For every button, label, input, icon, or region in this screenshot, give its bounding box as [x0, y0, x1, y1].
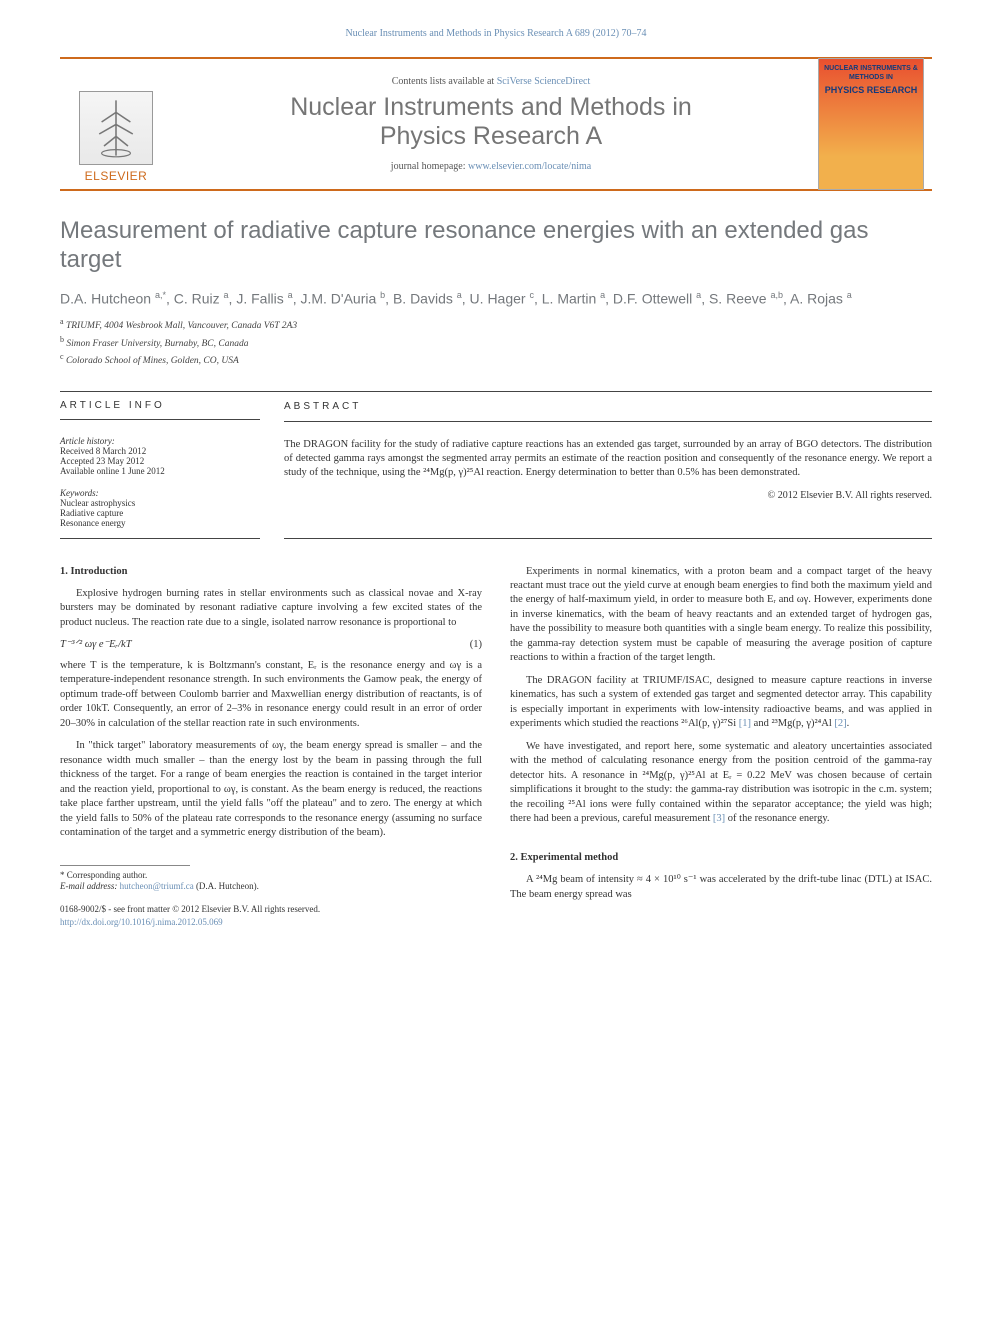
footnote-separator — [60, 865, 190, 866]
footer: 0168-9002/$ - see front matter © 2012 El… — [60, 903, 482, 928]
ref-2-link[interactable]: [2] — [834, 718, 846, 729]
ref-1-link[interactable]: [1] — [739, 718, 751, 729]
s1-p2: where T is the temperature, k is Boltzma… — [60, 659, 482, 731]
article-title: Measurement of radiative capture resonan… — [60, 217, 932, 275]
journal-title: Nuclear Instruments and Methods in Physi… — [172, 93, 810, 151]
keyword-1: Nuclear astrophysics — [60, 498, 260, 508]
history-label: Article history: — [60, 436, 260, 446]
eqn-num: (1) — [470, 638, 482, 652]
email-label: E-mail address: — [60, 881, 117, 891]
affiliations: a TRIUMF, 4004 Wesbrook Mall, Vancouver,… — [60, 316, 932, 368]
cover-line1: NUCLEAR INSTRUMENTS & METHODS IN — [823, 65, 919, 83]
cover-line2: PHYSICS RESEARCH — [823, 85, 919, 96]
s1-p5: The DRAGON facility at TRIUMF/ISAC, desi… — [510, 674, 932, 732]
doi-link[interactable]: http://dx.doi.org/10.1016/j.nima.2012.05… — [60, 917, 223, 927]
masthead: ELSEVIER Contents lists available at Sci… — [60, 57, 932, 191]
sciencedirect-link[interactable]: SciVerse ScienceDirect — [497, 76, 591, 87]
equation-1: T⁻³ᐟ² ωγ e⁻Eᵣ/kT (1) — [60, 638, 482, 652]
affil-b: Simon Fraser University, Burnaby, BC, Ca… — [66, 339, 248, 349]
homepage-line: journal homepage: www.elsevier.com/locat… — [172, 161, 810, 172]
body-columns: 1. Introduction Explosive hydrogen burni… — [60, 565, 932, 928]
email-person: (D.A. Hutcheon). — [194, 881, 259, 891]
s1-p5c: . — [847, 718, 850, 729]
running-head: Nuclear Instruments and Methods in Physi… — [60, 28, 932, 39]
ref-3-link[interactable]: [3] — [713, 813, 725, 824]
s1-p1: Explosive hydrogen burning rates in stel… — [60, 587, 482, 630]
right-column: Experiments in normal kinematics, with a… — [510, 565, 932, 928]
homepage-prefix: journal homepage: — [391, 161, 468, 172]
article-info-head: ARTICLE INFO — [60, 400, 260, 420]
s1-p5a: The DRAGON facility at TRIUMF/ISAC, desi… — [510, 675, 932, 729]
footnotes: * Corresponding author. E-mail address: … — [60, 870, 482, 893]
affil-a: TRIUMF, 4004 Wesbrook Mall, Vancouver, C… — [66, 321, 297, 331]
s1-p6a: We have investigated, and report here, s… — [510, 741, 932, 824]
s1-p5b: and ²³Mg(p, γ)²⁴Al — [751, 718, 834, 729]
author-list: D.A. Hutcheon a,*, C. Ruiz a, J. Fallis … — [60, 289, 932, 309]
s1-p4: Experiments in normal kinematics, with a… — [510, 565, 932, 666]
journal-title-line1: Nuclear Instruments and Methods in — [290, 93, 692, 121]
left-column: 1. Introduction Explosive hydrogen burni… — [60, 565, 482, 928]
abstract-text: The DRAGON facility for the study of rad… — [284, 438, 932, 481]
elsevier-tree-icon — [79, 91, 153, 165]
article-info: ARTICLE INFO Article history: Received 8… — [60, 392, 284, 539]
s2-p1: A ²⁴Mg beam of intensity ≈ 4 × 10¹⁰ s⁻¹ … — [510, 873, 932, 902]
contents-line: Contents lists available at SciVerse Sci… — [172, 76, 810, 87]
s1-p6b: of the resonance energy. — [725, 813, 829, 824]
contents-prefix: Contents lists available at — [392, 76, 497, 87]
publisher-name: ELSEVIER — [85, 169, 148, 183]
corresponding-author: * Corresponding author. — [60, 870, 482, 882]
publisher-block: ELSEVIER — [60, 59, 172, 189]
s1-p3: In "thick target" laboratory measurement… — [60, 739, 482, 840]
abstract: ABSTRACT The DRAGON facility for the stu… — [284, 392, 932, 539]
s1-p6: We have investigated, and report here, s… — [510, 740, 932, 827]
received-date: Received 8 March 2012 — [60, 446, 260, 456]
journal-title-line2: Physics Research A — [380, 122, 602, 150]
keyword-2: Radiative capture — [60, 508, 260, 518]
front-matter-line: 0168-9002/$ - see front matter © 2012 El… — [60, 903, 320, 915]
accepted-date: Accepted 23 May 2012 — [60, 456, 260, 466]
keywords-label: Keywords: — [60, 488, 260, 498]
abstract-head: ABSTRACT — [284, 400, 932, 423]
keyword-3: Resonance energy — [60, 518, 260, 528]
affil-c: Colorado School of Mines, Golden, CO, US… — [66, 356, 239, 366]
homepage-link[interactable]: www.elsevier.com/locate/nima — [468, 161, 591, 172]
journal-cover-icon: NUCLEAR INSTRUMENTS & METHODS IN PHYSICS… — [818, 58, 924, 190]
section-1-head: 1. Introduction — [60, 565, 482, 579]
author-email-link[interactable]: hutcheon@triumf.ca — [120, 881, 194, 891]
abstract-copyright: © 2012 Elsevier B.V. All rights reserved… — [284, 489, 932, 503]
section-2-head: 2. Experimental method — [510, 851, 932, 865]
online-date: Available online 1 June 2012 — [60, 466, 260, 476]
eqn-expr: T⁻³ᐟ² ωγ e⁻Eᵣ/kT — [60, 638, 132, 652]
